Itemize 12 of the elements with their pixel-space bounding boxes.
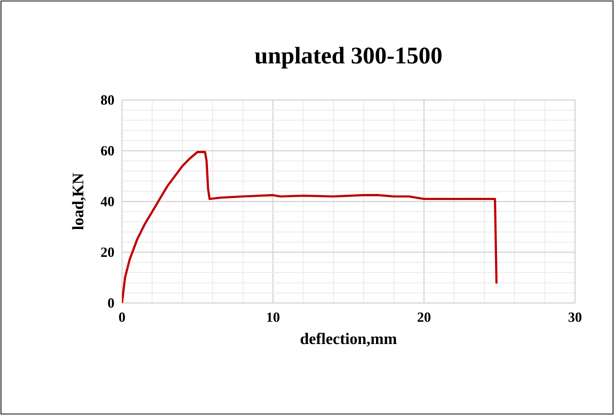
y-tick-label: 0 [108,298,114,308]
y-axis-title: load,KN [72,173,86,230]
y-tick-label: 40 [100,196,114,206]
x-axis-title: deflection,mm [300,332,397,346]
x-tick-label: 20 [418,312,430,322]
chart-title: unplated 300-1500 [254,46,442,69]
y-tick-label: 80 [101,95,114,105]
x-tick-label: 30 [568,312,582,322]
y-tick-label: 20 [101,248,114,257]
x-tick-label: 0 [119,312,125,322]
x-tick-label: 10 [267,312,280,322]
y-tick-label: 60 [101,146,114,156]
